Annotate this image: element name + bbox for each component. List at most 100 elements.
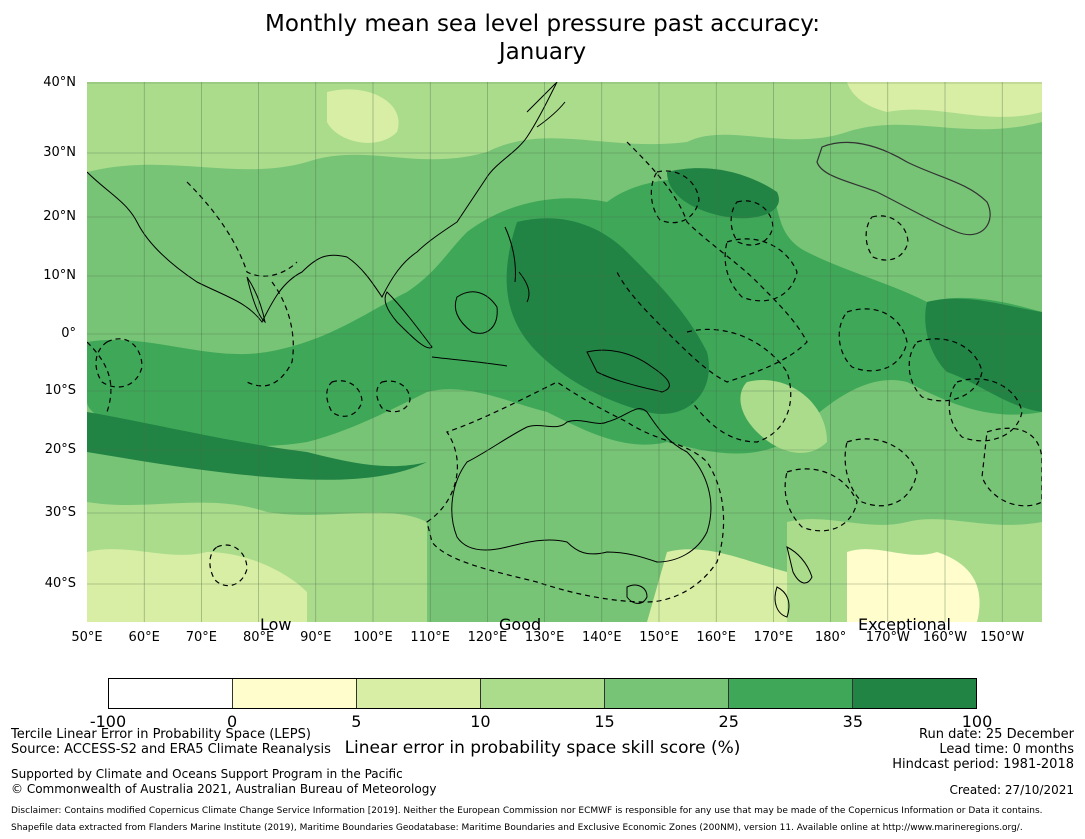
region-exceptional-maritime [506,218,709,414]
colorbar [108,678,977,709]
lead-time: Lead time: 0 months [939,742,1074,757]
eez-pacific-west [616,141,808,383]
eez-west-edge [87,341,112,413]
info-left: Tercile Linear Error in Probability Spac… [11,727,331,757]
hawaii-zone [816,141,991,236]
longitude-label: 130°E [524,630,565,645]
new-zealand-outline [774,546,813,618]
disclaimer: Disclaimer: Contains modified Copernicus… [11,806,1043,816]
eez-tonga [844,438,918,507]
latitude-label: 40°S [44,576,76,591]
colorbar-swatch [109,679,233,708]
longitude-label: 150°E [639,630,679,645]
region-low-south [87,549,307,622]
longitude-label: 170°E [753,630,794,645]
longitude-label: 160°W [922,630,968,645]
eez-kermadec [784,468,858,532]
region-good-coral [740,380,827,453]
longitude-label: 150°W [980,630,1025,645]
latitude-label: 20°S [44,442,76,457]
colorbar-swatch [481,679,605,708]
eez-melanesia [686,328,792,443]
longitude-label: 140°E [582,630,622,645]
tasmania-outline [626,584,648,604]
colorbar-tick-label: 15 [594,712,615,731]
colorbar-tick-label: 25 [718,712,739,731]
region-low-tibet [327,89,399,143]
asia-coastline [87,82,558,323]
colorbar-tick-label: 0 [227,712,238,731]
created-date: Created: 27/10/2021 [949,783,1074,797]
sri-lanka-outline [246,276,266,324]
longitude-label: 50°E [71,630,103,645]
latitude-label: 10°N [43,268,76,283]
philippines-outline [504,226,530,303]
longitude-label: 110°E [410,630,450,645]
java-outline [431,356,508,367]
support-info: Supported by Climate and Oceans Support … [11,767,436,797]
region-exceptional-sio [87,412,427,480]
chart-title-line2: January [498,39,587,65]
eez-marshall [724,238,798,302]
colorbar-label: Linear error in probability space skill … [344,738,741,758]
chart-title-line1: Monthly mean sea level pressure past acc… [265,11,820,37]
copyright-line: © Commonwealth of Australia 2021, Austra… [11,782,437,796]
longitude-label: 60°E [128,630,160,645]
longitude-label: 120°E [467,630,508,645]
new-guinea-outline [586,349,670,393]
colorbar-swatch [357,679,481,708]
latitude-label: 0° [61,326,76,341]
longitude-label: 170°W [865,630,910,645]
region-low-north [87,82,1042,172]
colorbar-tick-label: -100 [89,712,127,731]
longitude-label: 90°E [300,630,332,645]
region-low-nz-east [847,549,980,622]
support-line: Supported by Climate and Oceans Support … [11,767,403,781]
category-label-exceptional: Exceptional [858,615,951,634]
eez-australia [426,381,725,603]
eez-boundaries [87,141,1042,603]
eez-cook [948,378,1023,442]
shapefile-credit: Shapefile data extracted from Flanders M… [11,823,1023,833]
australia-outline [451,408,712,563]
run-date: Run date: 25 December [919,727,1074,742]
category-label-low: Low [260,615,292,634]
category-label-good: Good [499,615,542,634]
eez-india [186,181,298,277]
skill-score-map [87,82,1042,622]
colorbar-swatch [605,679,729,708]
japan-outline [526,82,566,128]
latitude-label: 30°N [43,145,76,160]
longitude-label: 160°E [696,630,736,645]
region-low-tasman [647,549,787,622]
latitude-label: 30°S [44,505,76,520]
region-exceptional-east [925,298,1042,412]
latitude-label: 20°N [43,209,76,224]
eez-cocos [376,380,411,413]
map-gridlines [87,82,1042,622]
sumatra-outline [384,291,433,349]
eez-johnston [865,215,909,261]
eez-heard [209,544,248,587]
hindcast-period: Hindcast period: 1981-2018 [892,757,1074,772]
leps-label: Tercile Linear Error in Probability Spac… [11,727,311,742]
eez-maldives [246,281,294,387]
region-exceptional-northpac [667,168,779,219]
borneo-outline [454,291,498,334]
eez-christmas-island [326,380,363,417]
region-low-ne [847,82,1042,117]
colorbar-tick-label: 100 [961,712,993,731]
eez-samoa [908,338,983,402]
longitude-label: 180° [814,630,847,645]
colorbar-swatch [729,679,853,708]
info-right: Run date: 25 December Lead time: 0 month… [892,727,1074,772]
colorbar-tick-label: 35 [842,712,864,731]
map-canvas [87,82,1042,622]
eez-north-pacific-2 [730,200,774,246]
eez-seychelles [95,338,143,388]
colorbar-tick-label: 10 [470,712,491,731]
latitude-label: 10°S [44,383,76,398]
colorbar-tick-label: 5 [351,712,362,731]
colorbar-swatch [233,679,357,708]
longitude-label: 80°E [242,630,275,645]
